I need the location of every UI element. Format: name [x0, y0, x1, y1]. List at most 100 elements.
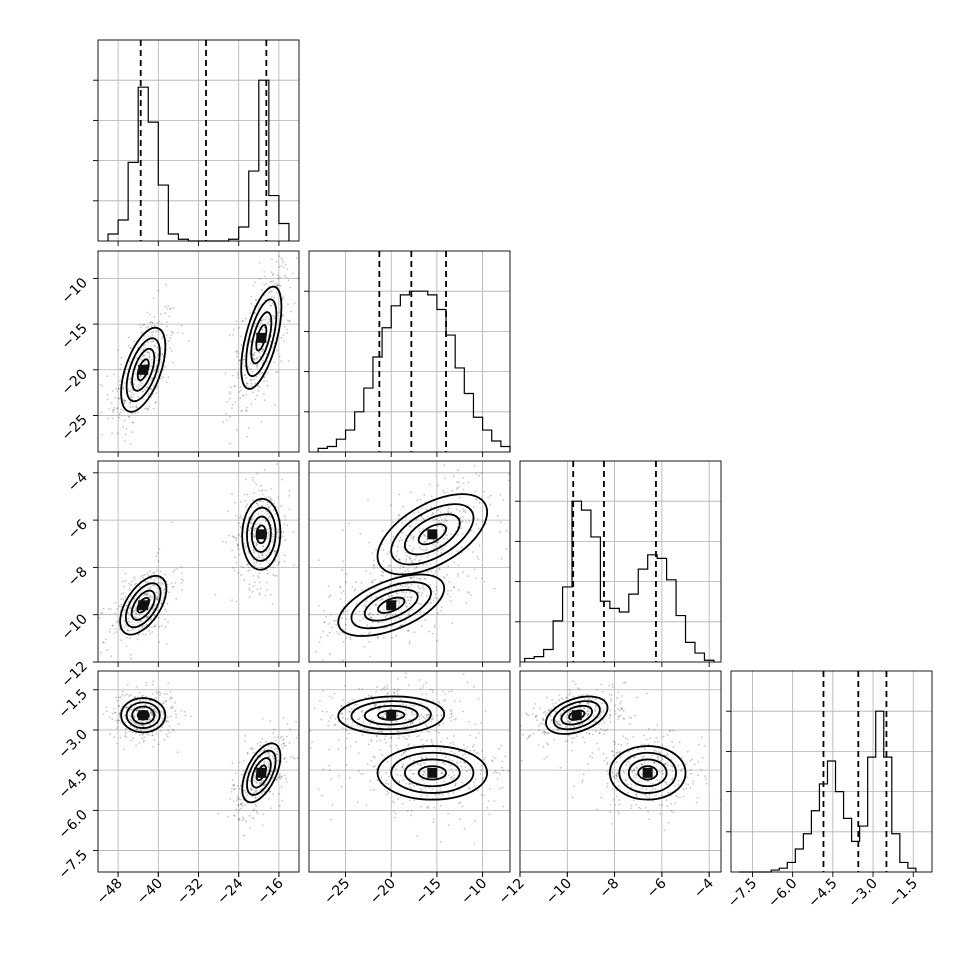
scatter-point — [262, 500, 265, 503]
scatter-point — [402, 763, 405, 766]
scatter-point — [550, 718, 553, 721]
scatter-point — [468, 720, 470, 723]
scatter-point — [498, 531, 501, 534]
scatter-point — [345, 637, 348, 640]
scatter-point — [502, 769, 505, 772]
scatter-point — [278, 355, 281, 358]
scatter-point — [116, 457, 118, 459]
scatter-point — [263, 749, 265, 752]
scatter-point — [138, 633, 141, 635]
scatter-point — [141, 625, 144, 627]
scatter-point — [342, 716, 344, 719]
scatter-point — [420, 738, 423, 741]
scatter-point — [596, 688, 598, 691]
scatter-point — [568, 689, 571, 692]
scatter-point — [474, 723, 477, 726]
scatter-point — [360, 710, 363, 713]
scatter-point — [399, 564, 402, 567]
scatter-point — [148, 354, 151, 357]
scatter-point — [233, 385, 236, 387]
scatter-point — [421, 708, 424, 710]
scatter-point — [259, 587, 262, 590]
scatter-point — [552, 705, 555, 708]
scatter-point — [288, 489, 291, 492]
scatter-point — [127, 612, 130, 614]
scatter-point — [472, 551, 474, 553]
scatter-point — [609, 804, 612, 806]
scatter-point — [408, 586, 410, 588]
scatter-point — [345, 737, 348, 740]
x-tick-label: −24 — [214, 875, 246, 907]
scatter-point — [425, 755, 427, 757]
scatter-point — [252, 535, 255, 538]
scatter-point — [445, 520, 448, 522]
scatter-point — [629, 716, 631, 719]
scatter-point — [254, 803, 257, 806]
scatter-point — [142, 390, 145, 393]
scatter-point — [248, 529, 251, 532]
scatter-point — [278, 776, 280, 779]
scatter-point — [458, 802, 460, 805]
scatter-point — [462, 571, 465, 574]
scatter-point — [251, 817, 254, 819]
scatter-point — [453, 735, 455, 737]
scatter-point — [156, 599, 159, 601]
scatter-point — [281, 799, 284, 802]
scatter-point — [410, 711, 413, 714]
scatter-point — [259, 278, 261, 280]
scatter-point — [505, 530, 508, 532]
scatter-point — [149, 712, 152, 714]
scatter-point — [425, 549, 427, 552]
scatter-point — [145, 351, 148, 353]
scatter-point — [385, 741, 387, 744]
density-contour — [241, 742, 282, 804]
scatter-point — [438, 724, 440, 727]
scatter-point — [379, 739, 382, 742]
scatter-point — [322, 768, 325, 771]
scatter-point — [618, 750, 621, 753]
scatter-point — [249, 352, 251, 355]
scatter-point — [501, 766, 503, 769]
scatter-point — [132, 623, 135, 626]
scatter-point — [341, 727, 344, 730]
scatter-point — [124, 731, 127, 734]
scatter-point — [168, 315, 171, 318]
scatter-point — [263, 760, 266, 763]
y-tick-label: −15 — [59, 321, 91, 353]
scatter-point — [123, 402, 125, 404]
scatter-point — [418, 715, 421, 718]
scatter-point — [544, 731, 546, 734]
scatter-point — [484, 771, 487, 774]
panel-content — [98, 461, 299, 662]
scatter-point — [377, 637, 379, 640]
scatter-point — [444, 698, 447, 701]
scatter-point — [102, 713, 104, 715]
scatter-point — [267, 285, 270, 288]
scatter-point — [433, 806, 435, 809]
scatter-point — [348, 732, 350, 735]
scatter-point — [149, 596, 152, 598]
scatter-point — [132, 628, 135, 631]
scatter-point — [130, 347, 132, 350]
scatter-point — [114, 601, 117, 604]
scatter-point — [327, 585, 330, 587]
scatter-point — [448, 717, 451, 719]
scatter-point — [231, 493, 233, 496]
scatter-point — [134, 696, 137, 699]
scatter-point — [386, 790, 389, 793]
scatter-point — [659, 812, 662, 815]
scatter-point — [361, 589, 364, 592]
scatter-point — [401, 572, 404, 574]
scatter-point — [461, 520, 464, 522]
scatter-point — [424, 762, 427, 765]
scatter-point — [562, 709, 565, 712]
scatter-point — [389, 786, 391, 789]
scatter-point — [278, 775, 281, 778]
scatter-point — [564, 740, 567, 743]
scatter-point — [476, 555, 479, 558]
scatter-point — [606, 782, 609, 785]
scatter-point — [129, 346, 132, 349]
scatter-point — [246, 751, 249, 754]
scatter-point — [542, 719, 545, 722]
scatter-point — [278, 311, 280, 314]
